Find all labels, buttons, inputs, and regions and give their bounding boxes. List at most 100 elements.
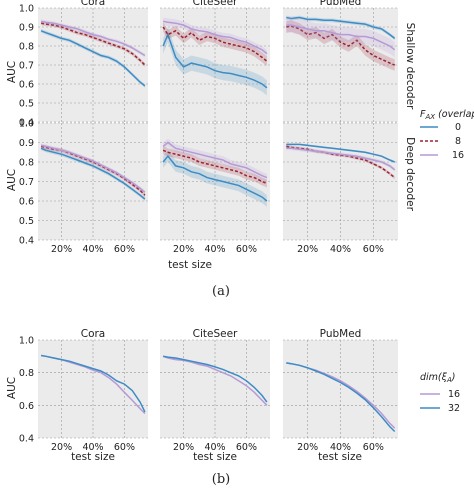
x-tick-label: 20% (173, 442, 194, 453)
y-tick-label: 0.8 (19, 158, 34, 169)
line-series-0 (40, 147, 146, 200)
y-tick-label: 0.8 (19, 42, 34, 53)
line-series-16 (162, 355, 268, 406)
line-series-16 (40, 20, 146, 57)
panel-title: CiteSeer (193, 0, 238, 8)
legend-a: FAX (overlap) 0 8 16 (420, 109, 474, 161)
band-series-16 (41, 143, 145, 195)
y-tick-label: 0.9 (19, 23, 34, 34)
legend-a-title: FAX (overlap) (420, 109, 474, 121)
x-tick-label: 60% (236, 244, 257, 255)
x-tick-label: 60% (363, 442, 384, 453)
legend-b: dim(ξA) 16 32 (420, 372, 460, 414)
panel-a-deep-citeseer: 20% 40% 60% (160, 122, 270, 255)
panel-a-deep-pubmed: 20% 40% 60% (283, 122, 398, 255)
band-series-0 (163, 150, 267, 207)
line-series-0 (162, 155, 268, 202)
row-label-shallow: Shallow decoder (404, 23, 416, 110)
line-series-16 (162, 20, 268, 55)
line-series-8 (162, 26, 268, 62)
legend-a-label-8: 8 (455, 136, 461, 147)
band-series-8 (163, 22, 267, 66)
panel-title: Cora (81, 328, 106, 340)
x-tick-label: 20% (51, 442, 72, 453)
y-tick-label: 0.5 (19, 99, 34, 110)
line-series-0 (286, 16, 396, 39)
line-series-32 (162, 355, 268, 403)
panel-a-shallow-cora: 0.4 0.5 0.6 0.7 0.8 0.9 1.0 Cora (19, 0, 148, 129)
ylabel-a-deep: AUC (6, 169, 18, 191)
band-series-8 (41, 21, 145, 67)
y-tick-label: 0.8 (19, 368, 34, 379)
x-tick-label: 40% (82, 244, 103, 255)
ylabel-b: AUC (6, 377, 18, 399)
band-series-16 (286, 17, 395, 58)
line-series-16 (162, 141, 268, 179)
y-tick-label: 1.0 (19, 119, 34, 130)
y-tick-label: 0.7 (19, 61, 34, 72)
panel-title: PubMed (320, 328, 362, 340)
legend-b-label-16: 16 (448, 389, 460, 400)
band-series-0 (163, 27, 267, 96)
legend-a-label-0: 0 (455, 122, 461, 133)
panel-a-shallow-citeseer: CiteSeer (160, 0, 270, 123)
legend-a-label-16: 16 (452, 150, 464, 161)
x-tick-label: 40% (330, 244, 351, 255)
y-tick-label: 0.4 (19, 118, 34, 129)
xlabel-b: test size (318, 451, 362, 463)
y-tick-label: 0.4 (19, 434, 34, 445)
line-series-8 (286, 145, 396, 179)
x-tick-label: 20% (173, 244, 194, 255)
caption-a: (a) (212, 284, 230, 299)
x-tick-label: 20% (297, 442, 318, 453)
panel-title: Cora (81, 0, 106, 8)
x-tick-label: 40% (204, 442, 225, 453)
ylabel-a-shallow: AUC (6, 61, 18, 83)
y-tick-label: 0.4 (19, 236, 34, 247)
legend-b-label-32: 32 (448, 403, 460, 414)
panel-title: PubMed (320, 0, 362, 8)
line-series-32 (40, 354, 146, 413)
line-series-16 (286, 147, 396, 171)
x-tick-label: 40% (204, 244, 225, 255)
xlabel-b: test size (193, 451, 237, 463)
legend-b-title: dim(ξA) (420, 372, 455, 384)
x-tick-label: 40% (82, 442, 103, 453)
y-tick-label: 0.6 (19, 401, 34, 412)
line-series-16 (286, 24, 396, 51)
line-series-32 (286, 362, 396, 433)
line-series-8 (162, 149, 268, 185)
line-series-8 (40, 22, 146, 66)
panel-title: CiteSeer (193, 328, 238, 340)
band-series-16 (286, 146, 395, 172)
line-series-0 (286, 143, 395, 163)
y-tick-label: 0.6 (19, 80, 34, 91)
line-series-8 (286, 25, 395, 66)
band-series-8 (41, 144, 145, 198)
caption-b: (b) (212, 472, 230, 487)
x-tick-label: 60% (114, 442, 135, 453)
xlabel-b: test size (71, 451, 115, 463)
panel-b-cora: 20% 40% 60% 0.4 0.6 0.8 1.0 Cora (19, 328, 148, 453)
y-tick-label: 1.0 (19, 336, 34, 347)
x-tick-label: 60% (236, 442, 257, 453)
band-series-8 (163, 146, 267, 188)
y-tick-label: 0.7 (19, 177, 34, 188)
band-series-0 (286, 143, 395, 163)
y-tick-label: 0.6 (19, 197, 34, 208)
line-series-0 (40, 30, 146, 87)
x-tick-label: 20% (51, 244, 72, 255)
panel-b-citeseer: 20% 40% 60% CiteSeer (160, 328, 270, 453)
y-tick-label: 0.9 (19, 138, 34, 149)
band-series-8 (286, 20, 395, 71)
x-tick-label: 60% (114, 244, 135, 255)
band-series-16 (163, 138, 267, 182)
x-tick-label: 40% (330, 442, 351, 453)
panel-b-pubmed: 20% 40% 60% PubMed (283, 328, 398, 453)
line-series-16 (40, 144, 146, 193)
xlabel-a: test size (168, 259, 212, 271)
x-tick-label: 60% (363, 244, 384, 255)
line-series-0 (162, 32, 268, 89)
